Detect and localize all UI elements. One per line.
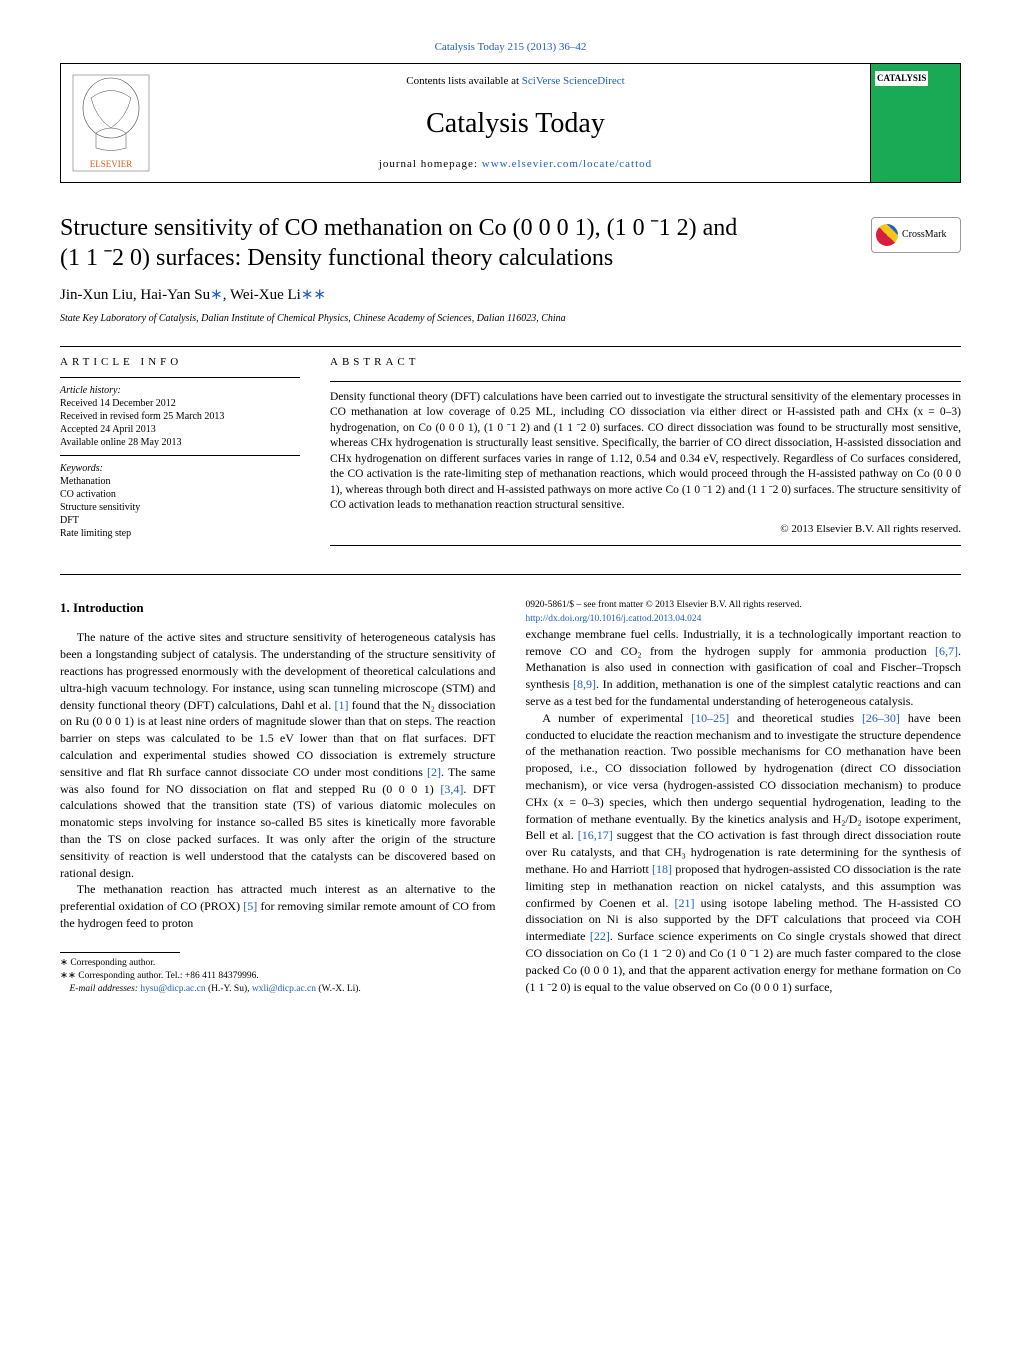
corresp-mark-2[interactable]: ∗∗ bbox=[301, 287, 326, 303]
divider bbox=[60, 377, 300, 378]
abstract-heading: ABSTRACT bbox=[330, 355, 961, 370]
keywords-label: Keywords: bbox=[60, 463, 103, 474]
article-history: Article history: Received 14 December 20… bbox=[60, 384, 300, 449]
abstract-column: ABSTRACT Density functional theory (DFT)… bbox=[330, 355, 961, 554]
email-link-2[interactable]: wxli@dicp.ac.cn bbox=[252, 984, 316, 994]
header-center: Contents lists available at SciVerse Sci… bbox=[161, 64, 870, 182]
author-names-1: Jin-Xun Liu, Hai-Yan Su bbox=[60, 287, 210, 303]
paragraph: exchange membrane fuel cells. Industrial… bbox=[526, 626, 962, 710]
citation[interactable]: [1] bbox=[334, 698, 348, 712]
svg-text:ELSEVIER: ELSEVIER bbox=[90, 159, 133, 169]
authors: Jin-Xun Liu, Hai-Yan Su∗, Wei-Xue Li∗∗ bbox=[60, 285, 961, 306]
homepage-prefix: journal homepage: bbox=[379, 158, 482, 170]
divider bbox=[330, 381, 961, 382]
crossmark-icon bbox=[876, 224, 898, 246]
email-link-1[interactable]: hysu@dicp.ac.cn bbox=[140, 984, 205, 994]
footer: 0920-5861/$ – see front matter © 2013 El… bbox=[526, 599, 962, 626]
article-info-column: ARTICLE INFO Article history: Received 1… bbox=[60, 355, 300, 554]
contents-line: Contents lists available at SciVerse Sci… bbox=[171, 74, 860, 89]
keyword: CO activation bbox=[60, 488, 300, 501]
footer-copyright: 0920-5861/$ – see front matter © 2013 El… bbox=[526, 599, 962, 612]
footnotes: ∗ Corresponding author. ∗∗ Corresponding… bbox=[60, 952, 496, 997]
sciencedirect-link[interactable]: SciVerse ScienceDirect bbox=[522, 75, 625, 87]
footnote-1: ∗ Corresponding author. bbox=[60, 957, 496, 970]
history-revised: Received in revised form 25 March 2013 bbox=[60, 410, 300, 423]
paragraph: The nature of the active sites and struc… bbox=[60, 629, 496, 881]
corresp-mark-1[interactable]: ∗ bbox=[210, 287, 223, 303]
keyword: Structure sensitivity bbox=[60, 501, 300, 514]
divider bbox=[60, 346, 961, 347]
citation[interactable]: [6,7] bbox=[935, 644, 958, 658]
citation[interactable]: [22] bbox=[590, 929, 610, 943]
keyword: Methanation bbox=[60, 475, 300, 488]
history-received: Received 14 December 2012 bbox=[60, 397, 300, 410]
keyword: Rate limiting step bbox=[60, 527, 300, 540]
citation[interactable]: [26–30] bbox=[862, 711, 900, 725]
copyright: © 2013 Elsevier B.V. All rights reserved… bbox=[330, 522, 961, 537]
divider bbox=[60, 455, 300, 456]
title-line2: (1 1 ˉ2 0) surfaces: Density functional … bbox=[60, 245, 613, 271]
email-name-1: (H.-Y. Su), bbox=[206, 984, 252, 994]
abstract-text: Density functional theory (DFT) calculat… bbox=[330, 390, 961, 514]
paragraph: A number of experimental [10–25] and the… bbox=[526, 710, 962, 996]
email-name-2: (W.-X. Li). bbox=[316, 984, 361, 994]
article-title: Structure sensitivity of CO methanation … bbox=[60, 213, 851, 273]
keyword: DFT bbox=[60, 514, 300, 527]
journal-cover: CATALYSIS bbox=[870, 64, 960, 182]
cover-title: CATALYSIS bbox=[875, 71, 928, 86]
citation[interactable]: [5] bbox=[243, 899, 257, 913]
citation[interactable]: [10–25] bbox=[691, 711, 729, 725]
affiliation: State Key Laboratory of Catalysis, Dalia… bbox=[60, 312, 961, 326]
body-text: 1. Introduction The nature of the active… bbox=[60, 599, 961, 1003]
doi-link[interactable]: http://dx.doi.org/10.1016/j.cattod.2013.… bbox=[526, 614, 702, 624]
section-heading: 1. Introduction bbox=[60, 599, 496, 617]
citation[interactable]: [16,17] bbox=[578, 828, 613, 842]
journal-header: ELSEVIER Contents lists available at Sci… bbox=[60, 63, 961, 183]
footnote-divider bbox=[60, 952, 180, 953]
title-line1: Structure sensitivity of CO methanation … bbox=[60, 215, 737, 241]
footnote-2: ∗∗ Corresponding author. Tel.: +86 411 8… bbox=[60, 970, 496, 983]
crossmark-badge[interactable]: CrossMark bbox=[871, 217, 961, 253]
history-accepted: Accepted 24 April 2013 bbox=[60, 423, 300, 436]
homepage-line: journal homepage: www.elsevier.com/locat… bbox=[171, 157, 860, 172]
journal-name: Catalysis Today bbox=[171, 104, 860, 143]
citation[interactable]: [2] bbox=[427, 765, 441, 779]
citation[interactable]: [8,9] bbox=[573, 677, 596, 691]
citation[interactable]: [18] bbox=[652, 862, 672, 876]
history-label: Article history: bbox=[60, 385, 121, 396]
paragraph: The methanation reaction has attracted m… bbox=[60, 881, 496, 931]
elsevier-logo: ELSEVIER bbox=[61, 64, 161, 182]
crossmark-label: CrossMark bbox=[902, 228, 946, 242]
citation[interactable]: [21] bbox=[675, 896, 695, 910]
author-name-3: , Wei-Xue Li bbox=[223, 287, 301, 303]
keywords: Keywords: Methanation CO activation Stru… bbox=[60, 462, 300, 540]
citation[interactable]: [3,4] bbox=[440, 782, 463, 796]
divider bbox=[330, 545, 961, 546]
history-online: Available online 28 May 2013 bbox=[60, 436, 300, 449]
homepage-link[interactable]: www.elsevier.com/locate/cattod bbox=[482, 158, 652, 170]
journal-citation[interactable]: Catalysis Today 215 (2013) 36–42 bbox=[60, 40, 961, 55]
footnote-emails: E-mail addresses: hysu@dicp.ac.cn (H.-Y.… bbox=[60, 983, 496, 996]
contents-prefix: Contents lists available at bbox=[406, 75, 521, 87]
email-prefix: E-mail addresses: bbox=[70, 984, 141, 994]
divider bbox=[60, 574, 961, 575]
article-info-heading: ARTICLE INFO bbox=[60, 355, 300, 370]
